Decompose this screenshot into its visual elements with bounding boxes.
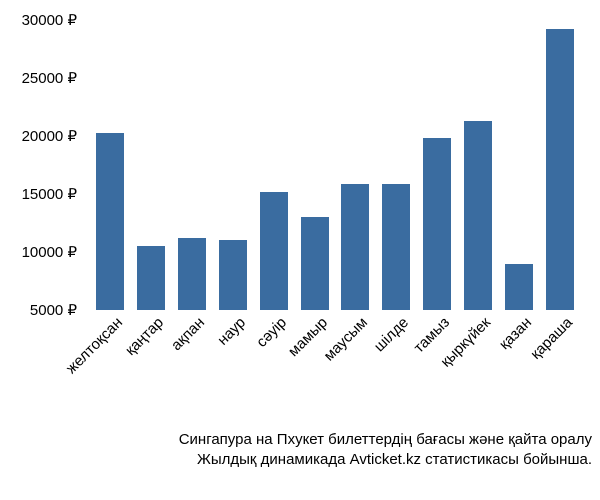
y-tick-label: 10000 ₽: [22, 243, 77, 261]
bar: [219, 240, 247, 310]
x-tick-label: сәуір: [253, 314, 290, 351]
y-tick-label: 15000 ₽: [22, 185, 77, 203]
x-axis-labels: желтоқсанқаңтарақпаннаурсәуірмамырмаусым…: [90, 314, 580, 434]
x-tick-label: маусым: [321, 314, 372, 365]
bar: [505, 264, 533, 310]
plot-area: [90, 20, 580, 310]
chart-caption: Сингапура на Пхукет билеттердің бағасы ж…: [0, 430, 592, 471]
y-tick-label: 25000 ₽: [22, 69, 77, 87]
x-tick-label: қаңтар: [122, 314, 167, 359]
chart-container: 5000 ₽ 10000 ₽ 15000 ₽ 20000 ₽ 25000 ₽ 30000 …: [0, 0, 600, 500]
bar: [382, 184, 410, 310]
bar: [178, 238, 206, 310]
caption-line-2: Жылдық динамикада Avticket.kz статистика…: [0, 450, 592, 470]
bar: [423, 138, 451, 310]
y-tick-label: 30000 ₽: [22, 11, 77, 29]
x-tick-label: желтоқсан: [63, 314, 126, 377]
x-tick-label: ақпан: [168, 314, 208, 354]
bar: [137, 246, 165, 310]
bar: [546, 29, 574, 310]
y-axis: 5000 ₽10000 ₽15000 ₽20000 ₽25000 ₽30000 …: [0, 20, 85, 310]
caption-line-1: Сингапура на Пхукет билеттердің бағасы ж…: [0, 430, 592, 450]
y-tick-label: 5000 ₽: [30, 301, 77, 319]
bar: [301, 217, 329, 310]
x-tick-label: қараша: [527, 314, 576, 363]
bars-group: [90, 20, 580, 310]
bar: [341, 184, 369, 310]
bar: [464, 121, 492, 310]
bar: [96, 133, 124, 310]
x-tick-label: наур: [214, 314, 249, 349]
bar: [260, 192, 288, 310]
x-tick-label: шілде: [371, 314, 412, 355]
y-tick-label: 20000 ₽: [22, 127, 77, 145]
